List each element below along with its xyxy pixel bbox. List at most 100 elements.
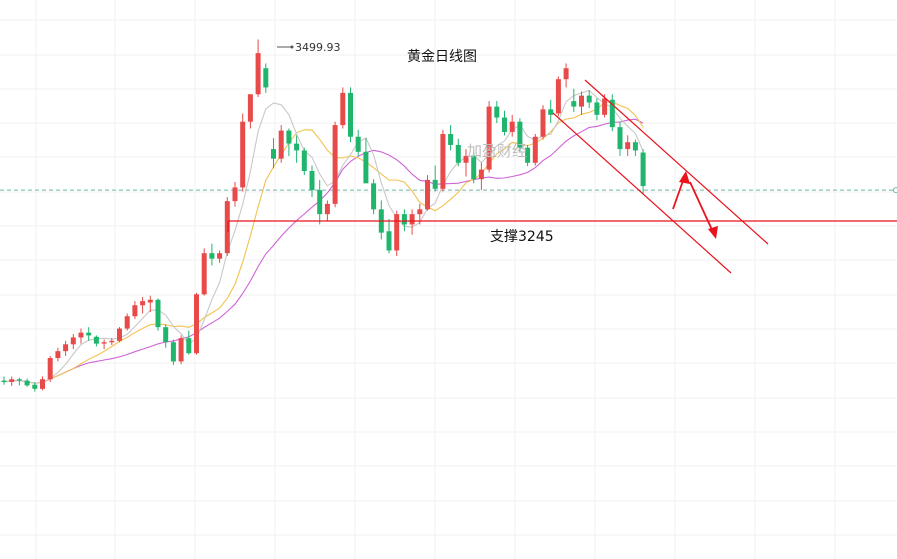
candle-body	[201, 253, 207, 295]
candle	[463, 149, 469, 177]
candle	[170, 339, 176, 365]
candle-body	[132, 305, 138, 317]
candle-body	[571, 101, 577, 107]
candle	[425, 175, 430, 211]
candle	[571, 88, 577, 113]
candle-body	[540, 109, 546, 137]
candle	[278, 125, 284, 163]
candle	[1, 376, 7, 385]
candle	[555, 76, 561, 117]
candle	[93, 335, 99, 347]
candle-body	[170, 342, 176, 362]
candle-body	[294, 143, 300, 151]
candle-body	[363, 151, 369, 184]
candle-body	[478, 169, 484, 180]
candle-body	[271, 149, 276, 159]
candle-body	[247, 94, 253, 122]
candle-body	[147, 299, 153, 303]
candle-body	[517, 121, 523, 148]
candle-body	[124, 316, 130, 329]
candle-body	[625, 142, 631, 150]
candle-body	[286, 130, 292, 144]
candle	[517, 118, 523, 153]
candle-body	[117, 328, 122, 341]
high-price-marker: 3499.93	[277, 41, 341, 54]
candle	[617, 121, 623, 156]
candle	[40, 376, 45, 391]
candle-body	[63, 344, 69, 352]
candle	[217, 250, 223, 263]
candle	[401, 209, 407, 232]
candle-body	[186, 338, 192, 354]
candle-body	[163, 327, 169, 343]
candle-body	[486, 106, 492, 170]
candle	[609, 94, 615, 132]
candle-body	[47, 358, 53, 380]
candle-body	[401, 214, 407, 225]
candle-body	[278, 130, 284, 159]
candle	[548, 99, 554, 124]
candle	[455, 138, 461, 167]
candle	[386, 218, 392, 254]
candle	[348, 87, 353, 143]
current-price-marker	[893, 187, 897, 194]
candle-body	[209, 253, 215, 259]
candle-body	[617, 127, 623, 150]
candle-body	[586, 95, 592, 103]
candle	[486, 101, 492, 173]
candle-body	[109, 340, 115, 343]
rebound-arrow-head	[679, 171, 690, 184]
candle	[209, 243, 215, 266]
rebound-arrow-shaft	[672, 177, 685, 210]
watermark: 加盈财经	[467, 142, 527, 160]
candle-body	[78, 332, 84, 338]
candle	[525, 144, 531, 167]
candle-body	[255, 53, 261, 95]
candle-body	[301, 150, 307, 171]
candle-body	[594, 102, 600, 115]
candle	[263, 63, 269, 93]
candle	[532, 134, 538, 166]
candle	[32, 381, 38, 392]
candle	[63, 340, 69, 356]
candlesticks	[1, 39, 646, 392]
candle	[332, 121, 338, 208]
candle	[24, 378, 30, 387]
candle	[147, 295, 153, 313]
candle	[478, 162, 484, 191]
candle	[494, 101, 500, 124]
candle	[594, 98, 600, 121]
channel-lower-line	[552, 112, 732, 274]
candle-body	[340, 92, 346, 126]
candle-body	[348, 92, 353, 137]
candle-body	[70, 337, 76, 345]
candle	[70, 334, 76, 350]
candle	[448, 125, 454, 151]
candle-body	[632, 142, 638, 151]
candle-body	[309, 170, 315, 191]
candle-body	[609, 99, 615, 128]
candle	[47, 355, 53, 382]
candle	[586, 90, 592, 108]
candle	[340, 87, 346, 129]
candle	[540, 105, 546, 140]
candle	[371, 179, 377, 215]
candle-body	[55, 351, 61, 359]
candle-body	[579, 95, 584, 107]
candle-body	[16, 379, 22, 381]
candle-body	[317, 190, 323, 215]
candle	[378, 200, 384, 240]
candle-body	[448, 134, 454, 145]
support-label: 支撑3245	[490, 229, 554, 245]
current-price-line	[0, 187, 897, 194]
candle-body	[155, 299, 161, 328]
candle-body	[463, 155, 469, 163]
candle-body	[40, 379, 45, 389]
candle	[440, 129, 446, 192]
candle-body	[263, 68, 269, 88]
candle-body	[602, 98, 608, 115]
candle-body	[455, 144, 461, 163]
candle-body	[563, 68, 569, 80]
candle	[509, 114, 515, 137]
